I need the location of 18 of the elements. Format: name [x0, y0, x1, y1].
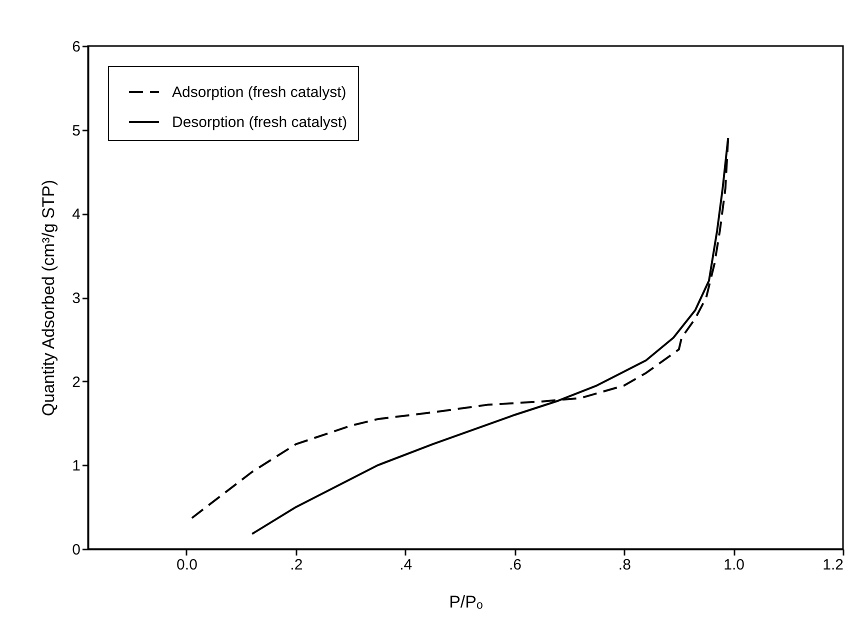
legend-label: Adsorption (fresh catalyst): [172, 84, 346, 101]
y-tick-label: 4: [72, 206, 80, 224]
y-tick-label: 2: [72, 374, 80, 391]
y-tick-label: 6: [72, 38, 80, 56]
x-tick-label: .8: [618, 556, 631, 574]
x-tick-label: 1.0: [724, 556, 745, 574]
x-tick-label: 1.2: [822, 556, 844, 574]
y-tick-label: 0: [72, 542, 80, 558]
x-tick-label: .6: [508, 556, 522, 574]
x-tick-label: 0.0: [176, 556, 198, 574]
x-tick-label: .4: [400, 556, 412, 574]
y-tick-label: 3: [72, 290, 80, 307]
y-tick-label: 1: [72, 458, 80, 475]
legend-label: Desorption (fresh catalyst): [172, 114, 348, 131]
x-tick-label: .2: [290, 556, 303, 574]
y-axis-title: Quantity Adsorbed (cm³/g STP): [39, 180, 58, 416]
x-axis-title: P/Pₒ: [449, 592, 483, 612]
y-tick-label: 5: [72, 122, 80, 140]
